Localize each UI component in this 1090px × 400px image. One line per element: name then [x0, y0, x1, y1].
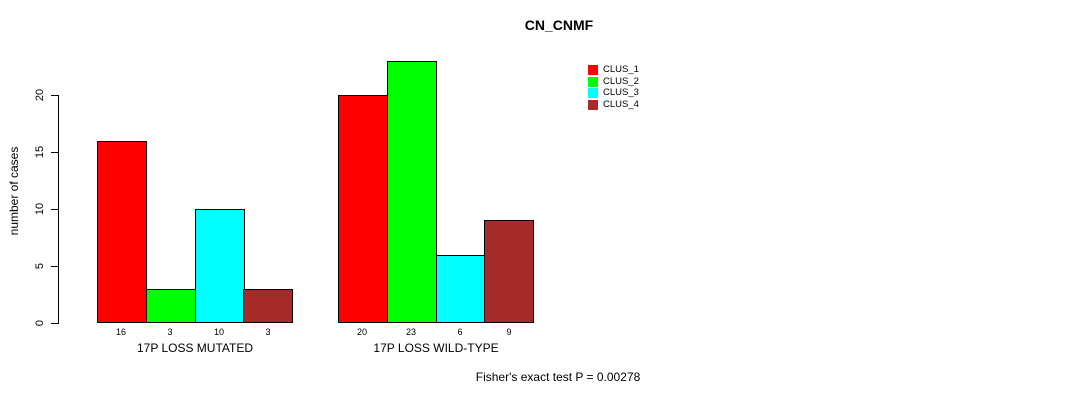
legend-label: CLUS_1 [603, 64, 639, 75]
y-tick-label: 15 [34, 145, 46, 159]
legend-label: CLUS_4 [603, 99, 639, 110]
y-tick-label: 5 [34, 262, 46, 270]
bar-value-label: 20 [356, 327, 368, 337]
bar-value-label: 3 [167, 327, 173, 337]
y-axis-line [58, 95, 59, 324]
y-axis-label: number of cases [7, 146, 21, 236]
legend-label: CLUS_2 [603, 76, 639, 87]
legend-label: CLUS_3 [603, 87, 639, 98]
y-tick-label: 10 [34, 202, 46, 216]
y-tick-label: 0 [34, 319, 46, 327]
legend-swatch-clus_2 [588, 77, 598, 87]
y-tick-mark [51, 95, 58, 96]
y-tick-mark [51, 152, 58, 153]
x-category-label: 17P LOSS WILD-TYPE [373, 341, 499, 355]
x-category-label: 17P LOSS MUTATED [136, 341, 254, 355]
bar-value-label: 23 [405, 327, 417, 337]
bar-clus_2-2 [387, 61, 437, 323]
bar-clus_3-1 [195, 209, 245, 323]
y-tick-mark [51, 323, 58, 324]
bar-value-label: 10 [213, 327, 225, 337]
legend-swatch-clus_4 [588, 100, 598, 110]
chart-title: CN_CNMF [524, 17, 594, 33]
bar-clus_4-2 [484, 220, 534, 323]
y-tick-mark [51, 209, 58, 210]
bar-clus_3-2 [436, 255, 486, 323]
bar-clus_1-2 [338, 95, 388, 323]
annotation-fisher-test: Fisher's exact test P = 0.00278 [475, 370, 641, 384]
bar-clus_4-1 [243, 289, 293, 323]
bar-value-label: 16 [115, 327, 127, 337]
bar-clus_1-1 [97, 141, 147, 323]
bar-value-label: 9 [506, 327, 512, 337]
y-tick-mark [51, 266, 58, 267]
y-tick-label: 20 [34, 88, 46, 102]
legend-swatch-clus_3 [588, 88, 598, 98]
bar-value-label: 6 [457, 327, 463, 337]
bar-value-label: 3 [265, 327, 271, 337]
bar-clus_2-1 [146, 289, 196, 323]
legend-swatch-clus_1 [588, 65, 598, 75]
